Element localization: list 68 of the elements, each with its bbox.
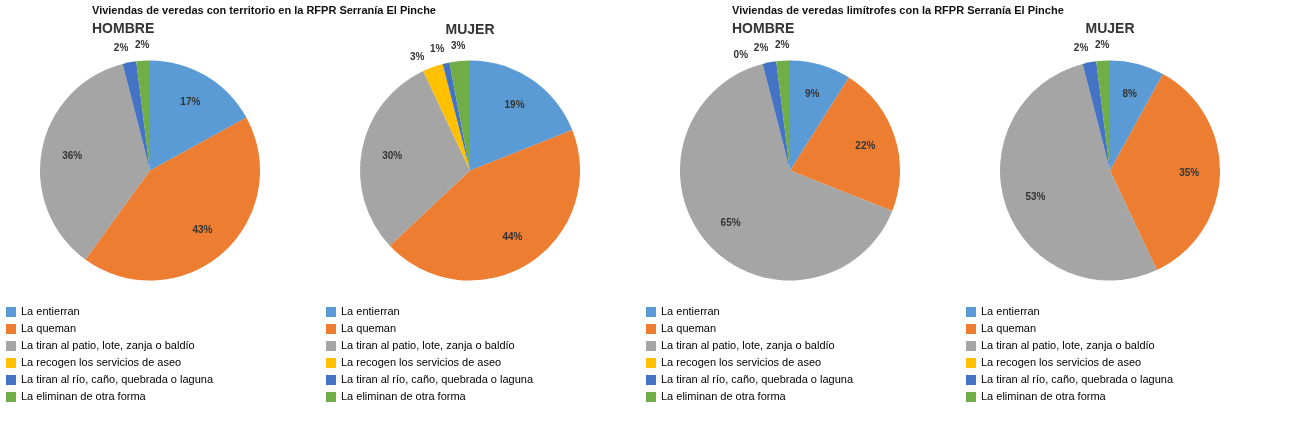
- data-label: 36%: [62, 149, 83, 161]
- data-label: 2%: [134, 39, 150, 51]
- data-label: 53%: [1025, 191, 1046, 203]
- pie-slice: [85, 117, 260, 281]
- chart-subtitle: MUJER: [1085, 20, 1135, 37]
- data-label: 65%: [720, 216, 741, 228]
- data-label: 2%: [1073, 42, 1089, 54]
- data-label: 22%: [855, 140, 876, 152]
- chart-subtitle: HOMBRE: [92, 20, 155, 37]
- data-label: 3%: [450, 39, 466, 51]
- pie-slice: [1110, 74, 1220, 271]
- chart-title: Viviendas de veredas con territorio en la RFPR Serranía El Pinche: [92, 4, 436, 17]
- legend-label: La entierran: [661, 305, 720, 317]
- data-label: 43%: [192, 223, 213, 235]
- legend-label: La entierran: [341, 305, 400, 317]
- legend-label: La recogen los servicios de aseo: [341, 356, 502, 368]
- data-label: 17%: [180, 96, 201, 108]
- pie-slice: [360, 70, 470, 246]
- legend-label: La queman: [21, 322, 77, 334]
- data-label: 35%: [1179, 166, 1200, 178]
- pie-slice: [150, 60, 247, 171]
- legend-label: La queman: [341, 322, 397, 334]
- pie-slice: [762, 61, 790, 171]
- legend-label: La entierran: [21, 305, 80, 317]
- legend-label: La tiran al río, caño, quebrada o laguna: [661, 373, 854, 385]
- data-label: 2%: [1094, 39, 1110, 51]
- legend-label: La tiran al patio, lote, zanja o baldío: [981, 339, 1155, 351]
- legend-label: La eliminan de otra forma: [981, 390, 1107, 402]
- legend-label: La queman: [661, 322, 717, 334]
- data-label: 1%: [430, 43, 445, 55]
- data-label: 2%: [113, 42, 129, 54]
- text: 0%: [733, 49, 749, 61]
- data-label: 30%: [382, 149, 403, 161]
- legend-label: La tiran al patio, lote, zanja o baldío: [661, 339, 835, 351]
- chart-title: Viviendas de veredas limítrofes con la RFPR Serranía El Pinche: [732, 4, 1064, 17]
- legend-label: La tiran al patio, lote, zanja o baldío: [341, 339, 515, 351]
- legend-label: La tiran al río, caño, quebrada o laguna: [21, 373, 214, 385]
- pie-slice: [1110, 60, 1163, 171]
- legend-label: La eliminan de otra forma: [341, 390, 467, 402]
- data-label: 8%: [1122, 87, 1138, 99]
- legend-label: La recogen los servicios de aseo: [21, 356, 182, 368]
- data-label: 19%: [504, 99, 525, 110]
- data-label: 9%: [804, 88, 820, 100]
- chart-subtitle: MUJER: [445, 20, 495, 37]
- legend-label: La recogen los servicios de aseo: [981, 356, 1142, 368]
- legend-label: La tiran al río, caño, quebrada o laguna: [981, 373, 1174, 385]
- data-label: 3%: [410, 50, 425, 62]
- data-label: 2%: [753, 42, 769, 54]
- legend-label: La eliminan de otra forma: [661, 390, 787, 402]
- pie-slice: [790, 77, 900, 211]
- pie-slice: [470, 60, 573, 171]
- legend-label: La eliminan de otra forma: [21, 390, 147, 402]
- pie-slice: [1000, 63, 1157, 281]
- pie-slice: [122, 61, 150, 171]
- pie-slice: [790, 60, 849, 171]
- pie-slice: [449, 60, 470, 171]
- chart-subtitle: HOMBRE: [732, 20, 795, 37]
- legend-label: La tiran al río, caño, quebrada o laguna: [341, 373, 534, 385]
- data-label: 44%: [502, 231, 523, 243]
- legend-label: La entierran: [981, 305, 1040, 317]
- data-label: 2%: [774, 39, 790, 51]
- legend-label: La queman: [981, 322, 1037, 334]
- pie-slice: [1082, 61, 1110, 171]
- pie-slice: [680, 63, 893, 281]
- legend-label: La recogen los servicios de aseo: [661, 356, 822, 368]
- pie-slice: [40, 63, 150, 260]
- pie-slice: [442, 62, 470, 171]
- legend-label: La tiran al patio, lote, zanja o baldío: [21, 339, 195, 351]
